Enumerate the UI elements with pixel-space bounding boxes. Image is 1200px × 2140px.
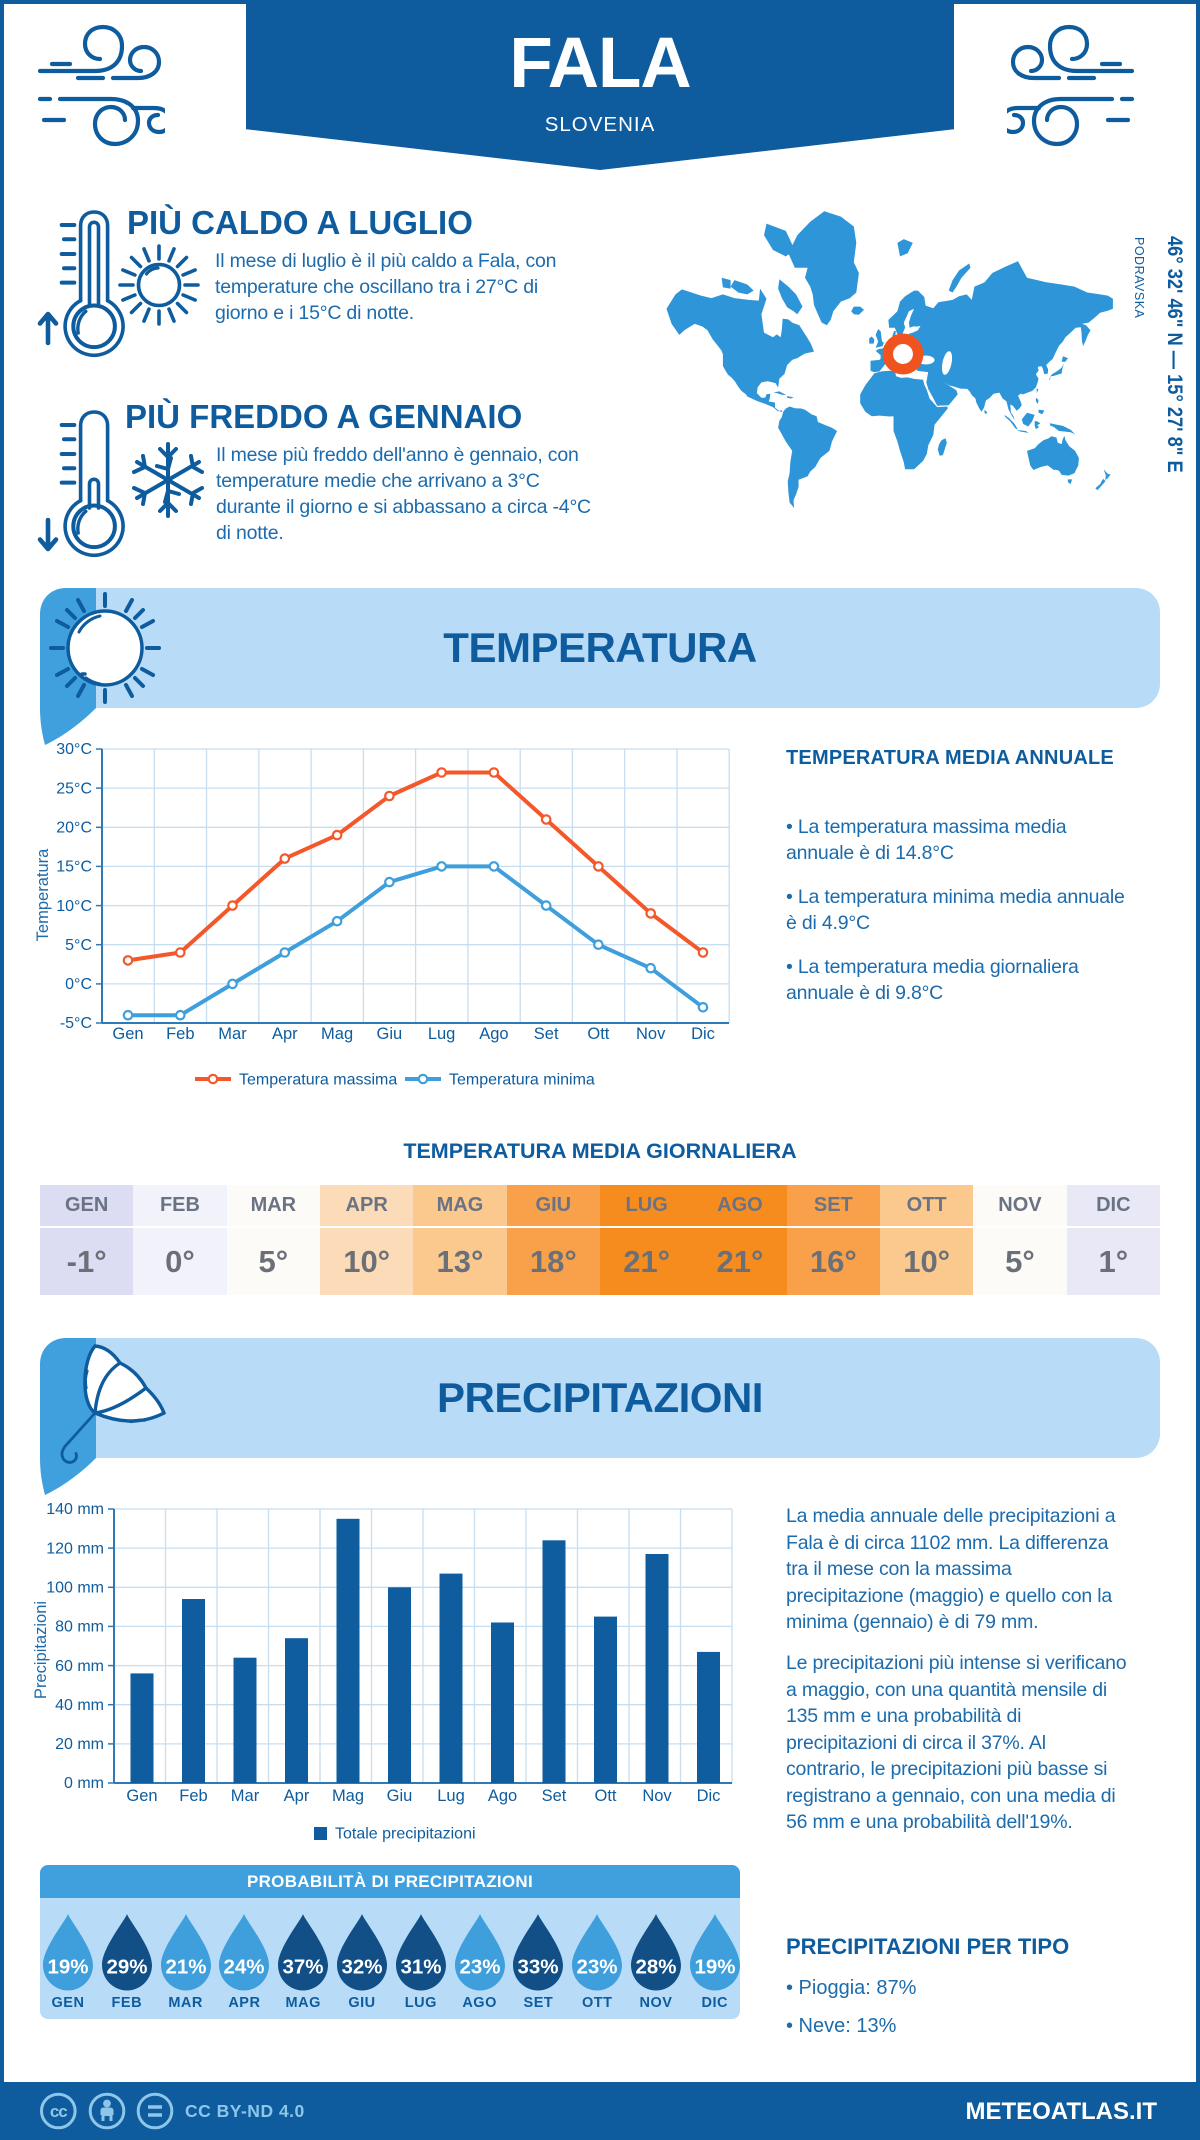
svg-text:28%: 28% (635, 1956, 676, 1979)
svg-text:30°C: 30°C (56, 741, 92, 758)
svg-text:20 mm: 20 mm (55, 1736, 104, 1753)
svg-text:80 mm: 80 mm (55, 1619, 104, 1636)
svg-text:Gen: Gen (126, 1787, 157, 1805)
svg-text:140 mm: 140 mm (46, 1501, 104, 1518)
svg-text:15°C: 15°C (56, 859, 92, 876)
svg-text:25°C: 25°C (56, 780, 92, 797)
svg-text:23%: 23% (459, 1956, 500, 1979)
svg-text:Set: Set (534, 1025, 559, 1043)
svg-text:0°C: 0°C (65, 976, 92, 993)
svg-text:Nov: Nov (636, 1025, 666, 1043)
svg-text:Feb: Feb (166, 1025, 194, 1043)
svg-text:40 mm: 40 mm (55, 1697, 104, 1714)
svg-text:Set: Set (542, 1787, 567, 1805)
svg-text:Mag: Mag (332, 1787, 364, 1805)
svg-text:Temperatura minima: Temperatura minima (449, 1072, 595, 1089)
svg-text:Totale precipitazioni: Totale precipitazioni (335, 1826, 476, 1843)
svg-text:29%: 29% (106, 1956, 147, 1979)
svg-text:10°C: 10°C (56, 898, 92, 915)
svg-text:21%: 21% (165, 1956, 206, 1979)
svg-text:20°C: 20°C (56, 820, 92, 837)
svg-text:31%: 31% (400, 1956, 441, 1979)
svg-text:19%: 19% (47, 1956, 88, 1979)
svg-text:Nov: Nov (642, 1787, 672, 1805)
svg-text:Temperatura massima: Temperatura massima (239, 1072, 397, 1089)
svg-text:19%: 19% (694, 1956, 735, 1979)
svg-text:Apr: Apr (272, 1025, 298, 1043)
svg-text:Giu: Giu (377, 1025, 403, 1043)
svg-text:Ago: Ago (479, 1025, 508, 1043)
svg-text:Lug: Lug (437, 1787, 465, 1805)
svg-text:120 mm: 120 mm (46, 1540, 104, 1557)
svg-text:Dic: Dic (697, 1787, 721, 1805)
svg-text:Gen: Gen (112, 1025, 143, 1043)
svg-text:Feb: Feb (179, 1787, 207, 1805)
svg-text:Ott: Ott (594, 1787, 616, 1805)
svg-text:Precipitazioni: Precipitazioni (32, 1601, 50, 1699)
svg-text:5°C: 5°C (65, 937, 92, 954)
svg-text:23%: 23% (577, 1956, 618, 1979)
svg-text:Lug: Lug (428, 1025, 456, 1043)
svg-text:32%: 32% (341, 1956, 382, 1979)
svg-text:24%: 24% (224, 1956, 265, 1979)
svg-text:37%: 37% (283, 1956, 324, 1979)
svg-text:100 mm: 100 mm (46, 1580, 104, 1597)
svg-text:Temperatura: Temperatura (34, 848, 52, 941)
svg-text:cc: cc (50, 2102, 67, 2121)
svg-text:Ott: Ott (587, 1025, 609, 1043)
svg-text:Ago: Ago (488, 1787, 517, 1805)
svg-text:-5°C: -5°C (60, 1015, 92, 1032)
svg-text:Apr: Apr (284, 1787, 310, 1805)
svg-text:Mag: Mag (321, 1025, 353, 1043)
svg-text:33%: 33% (518, 1956, 559, 1979)
svg-text:Dic: Dic (691, 1025, 715, 1043)
svg-text:60 mm: 60 mm (55, 1658, 104, 1675)
svg-text:Mar: Mar (218, 1025, 247, 1043)
svg-text:Giu: Giu (387, 1787, 413, 1805)
svg-text:CC BY-ND 4.0: CC BY-ND 4.0 (185, 2101, 305, 2121)
svg-text:0 mm: 0 mm (64, 1775, 104, 1792)
svg-text:Mar: Mar (231, 1787, 260, 1805)
